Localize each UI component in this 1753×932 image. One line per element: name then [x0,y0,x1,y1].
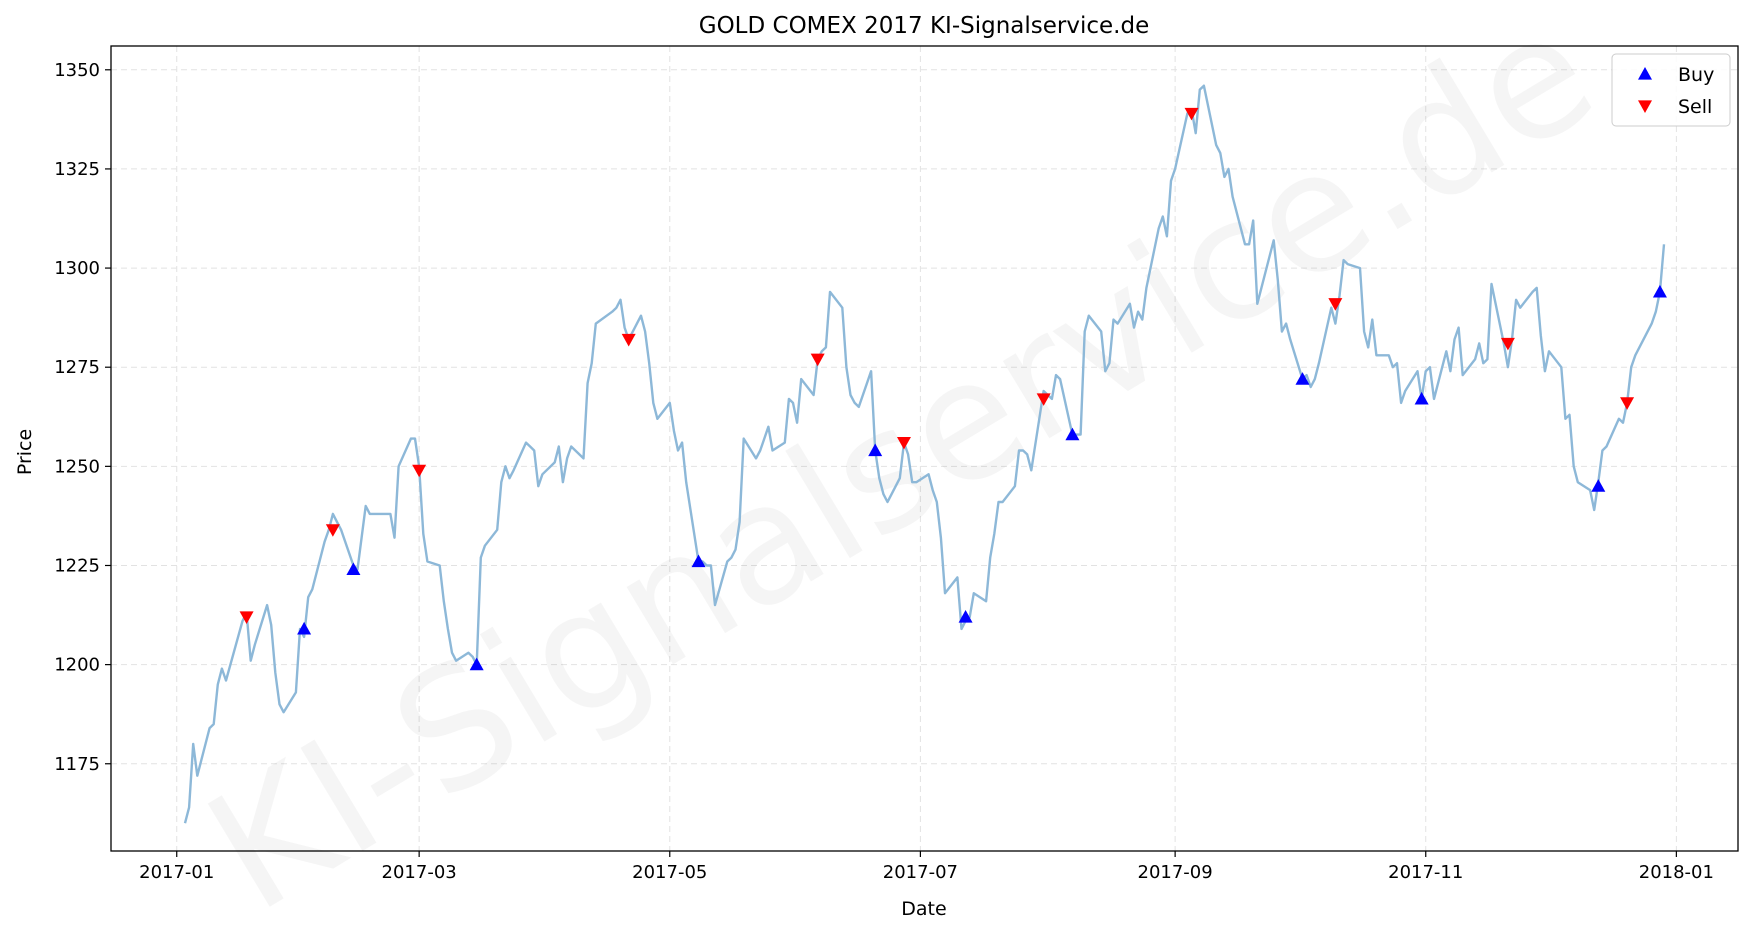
price-series-line [183,84,1666,824]
buy-signal-marker [346,562,361,576]
chart-title: GOLD COMEX 2017 KI-Signalservice.de [699,13,1149,39]
sell-signal-marker [412,464,427,478]
buy-signal-marker [691,554,706,568]
sell-signal-marker [325,524,340,537]
y-axis-label: Price [14,429,36,475]
legend-buy-marker [1638,67,1652,80]
sell-signal-marker [1036,393,1051,406]
plot-frame [110,45,1739,852]
buy-signal-marker [1414,391,1429,405]
y-tick-label: 1350 [54,60,100,81]
buy-signal-marker [297,621,312,635]
y-tick-label: 1175 [54,754,100,775]
signal-markers [239,107,1667,671]
y-tick-label: 1225 [54,555,100,576]
price-line-layer [183,84,1666,824]
sell-signal-marker [1328,298,1343,311]
sell-signal-marker [896,436,911,450]
buy-signal-marker [469,657,484,671]
x-axis-label: Date [901,898,946,920]
sell-signal-marker [1620,397,1635,410]
buy-signal-marker [1295,372,1310,385]
legend-buy-label: Buy [1678,64,1714,86]
y-tick-label: 1250 [54,456,100,477]
x-tick-label: 2017-11 [1388,862,1463,883]
x-tick-label: 2017-03 [382,862,457,883]
buy-signal-marker [868,443,883,457]
x-tick-label: 2017-01 [139,862,214,883]
legend-sell-marker [1638,100,1652,113]
sell-signal-marker [810,353,825,367]
sell-signal-marker [1500,337,1515,351]
buy-signal-marker [1652,284,1667,298]
x-tick-label: 2017-09 [1138,862,1213,883]
y-tick-label: 1300 [54,258,100,279]
grid [111,46,1738,851]
sell-signal-marker [239,611,254,625]
x-tick-label: 2018-01 [1639,862,1714,883]
buy-signal-marker [958,610,973,623]
y-tick-label: 1275 [54,357,100,378]
y-tick-label: 1325 [54,159,100,180]
sell-signal-marker [621,333,636,347]
buy-signal-marker [1591,479,1606,492]
legend: Buy Sell [1611,53,1731,127]
buy-signal-marker [1065,427,1080,441]
legend-sell-label: Sell [1678,96,1712,118]
x-tick-label: 2017-07 [883,862,958,883]
x-tick-label: 2017-05 [632,862,707,883]
sell-signal-marker [1184,107,1199,121]
legend-box [1611,53,1731,127]
axis-ticks: 1175 1200 1225 1250 1275 1300 1325 1350 2017-01 2… [54,60,1714,883]
y-tick-label: 1200 [54,655,100,676]
